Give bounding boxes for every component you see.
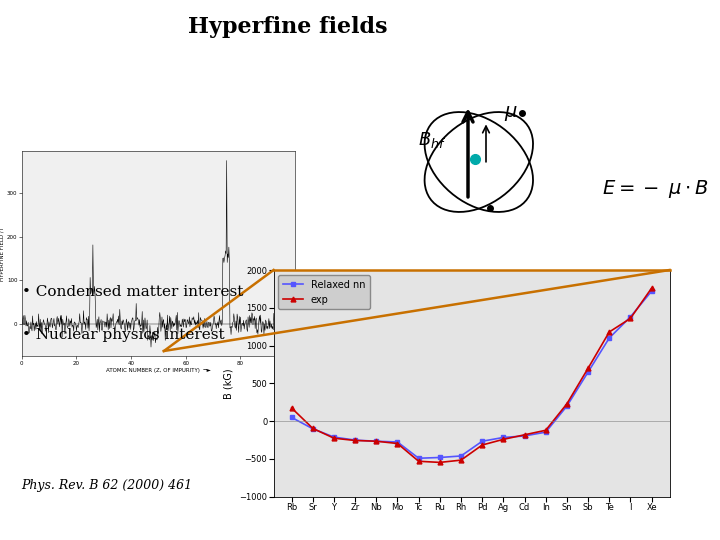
exp — [414, 458, 423, 464]
Relaxed nn — [478, 438, 487, 444]
Relaxed nn — [626, 314, 635, 320]
Line: exp: exp — [289, 286, 654, 465]
exp — [287, 405, 296, 411]
Relaxed nn — [499, 434, 508, 441]
Legend: Relaxed nn, exp: Relaxed nn, exp — [279, 275, 370, 309]
Relaxed nn — [308, 426, 317, 432]
Relaxed nn — [414, 455, 423, 462]
Text: • Condensed matter interest: • Condensed matter interest — [22, 285, 243, 299]
Relaxed nn — [393, 438, 402, 445]
Text: Phys. Rev. B 62 (2000) 461: Phys. Rev. B 62 (2000) 461 — [22, 480, 193, 492]
exp — [436, 459, 444, 465]
Text: $E = -\ \mu \cdot B$: $E = -\ \mu \cdot B$ — [602, 178, 708, 200]
exp — [626, 315, 635, 322]
exp — [499, 436, 508, 443]
Relaxed nn — [456, 453, 465, 459]
Relaxed nn — [541, 429, 550, 435]
Relaxed nn — [521, 433, 529, 439]
Relaxed nn — [647, 288, 656, 294]
Y-axis label: B (kG): B (kG) — [224, 368, 234, 399]
Relaxed nn — [372, 438, 381, 444]
Relaxed nn — [436, 454, 444, 461]
exp — [562, 401, 571, 407]
exp — [605, 329, 613, 335]
Relaxed nn — [584, 369, 593, 375]
Y-axis label: HYPERFINE FIELD /T: HYPERFINE FIELD /T — [0, 227, 4, 281]
Relaxed nn — [287, 414, 296, 421]
exp — [521, 431, 529, 438]
exp — [584, 365, 593, 372]
exp — [372, 438, 381, 444]
exp — [308, 425, 317, 431]
Relaxed nn — [351, 437, 359, 443]
exp — [478, 442, 487, 448]
exp — [393, 440, 402, 447]
exp — [330, 435, 338, 442]
Text: Hyperfine fields: Hyperfine fields — [188, 16, 388, 38]
Text: $B_{hf}$: $B_{hf}$ — [418, 130, 446, 151]
Line: Relaxed nn: Relaxed nn — [289, 289, 654, 461]
exp — [456, 457, 465, 463]
X-axis label: ATOMIC NUMBER (Z, OF IMPURITY)  ─►: ATOMIC NUMBER (Z, OF IMPURITY) ─► — [106, 368, 211, 373]
Relaxed nn — [330, 434, 338, 440]
exp — [351, 437, 359, 444]
exp — [541, 427, 550, 434]
Relaxed nn — [605, 335, 613, 341]
Relaxed nn — [562, 403, 571, 409]
Text: • Nuclear physics interest: • Nuclear physics interest — [22, 328, 224, 342]
Text: $\mu$: $\mu$ — [504, 104, 518, 123]
exp — [647, 285, 656, 292]
